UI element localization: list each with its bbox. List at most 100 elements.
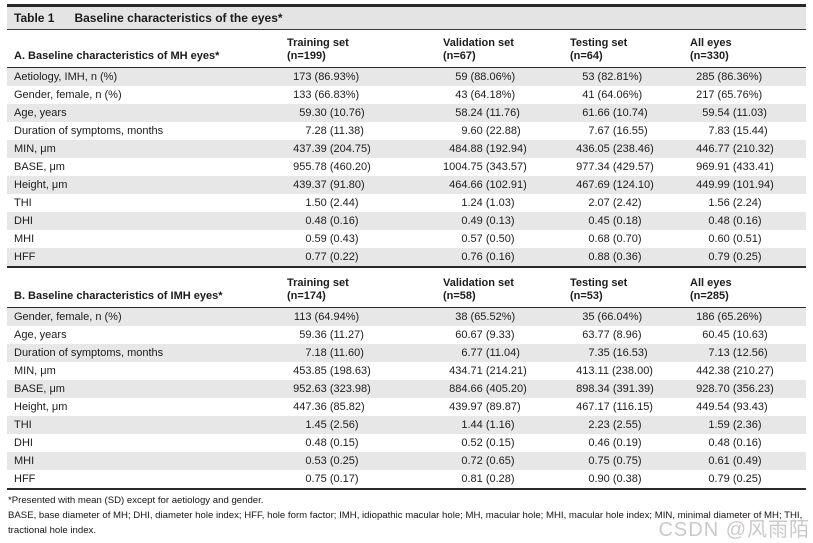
value-integer-part: 0	[461, 473, 468, 485]
column-header: Testing set (n=53)	[570, 266, 690, 308]
column-header-n: (n=64)	[570, 50, 603, 62]
value-rest: .56 (2.24)	[714, 197, 762, 209]
value-rest: (65.76%)	[714, 89, 763, 101]
value-integer-part: 2	[588, 197, 595, 209]
value-rest: .34 (391.39)	[594, 383, 654, 395]
value-integer-part: 453	[293, 365, 312, 377]
value-rest: .97 (89.87)	[467, 401, 521, 413]
value-integer-part: 7	[305, 125, 312, 137]
value-cell: 59.54 (11.03)	[690, 104, 806, 122]
value-cell: 0.48 (0.16)	[690, 212, 806, 230]
row-label: Gender, female, n (%)	[14, 311, 122, 323]
column-header-name: Training set	[287, 37, 349, 49]
table-row: DHI 0.48 (0.15) 0.52 (0.15) 0.46 (0.19) 0.48…	[7, 434, 806, 452]
column-header-name: All eyes	[690, 37, 732, 49]
value-integer-part: 0	[708, 437, 715, 449]
column-header-n: (n=67)	[443, 50, 476, 62]
value-cell: 0.81 (0.28)	[443, 470, 570, 490]
value-integer-part: 35	[582, 311, 595, 323]
value-rest: .72 (0.65)	[467, 455, 515, 467]
column-header: All eyes (n=330)	[690, 30, 806, 68]
section-title: A. Baseline characteristics of MH eyes*	[7, 30, 287, 68]
value-cell: 437.39 (204.75)	[287, 140, 443, 158]
value-integer-part: 439	[449, 401, 468, 413]
value-cell: 0.68 (0.70)	[570, 230, 690, 248]
table-row: Duration of symptoms, months 7.28 (11.38)…	[7, 122, 806, 140]
value-rest: .49 (0.13)	[467, 215, 515, 227]
value-rest: .63 (323.98)	[311, 383, 371, 395]
value-rest: .79 (0.25)	[714, 473, 762, 485]
value-integer-part: 0	[461, 215, 468, 227]
value-cell: 449.99 (101.94)	[690, 176, 806, 194]
column-header-n: (n=199)	[287, 50, 326, 62]
value-cell: 436.05 (238.46)	[570, 140, 690, 158]
value-integer-part: 0	[708, 233, 715, 245]
column-header-n: (n=174)	[287, 290, 326, 302]
value-integer-part: 0	[708, 455, 715, 467]
row-label: MHI	[14, 233, 35, 245]
value-rest: .45 (10.63)	[714, 329, 768, 341]
value-rest: .59 (2.36)	[714, 419, 762, 431]
value-cell: 969.91 (433.41)	[690, 158, 806, 176]
table-row: BASE, μm 952.63 (323.98) 884.66 (405.20) 89…	[7, 380, 806, 398]
value-rest: .60 (22.88)	[467, 125, 521, 137]
value-rest: .37 (91.80)	[311, 179, 365, 191]
value-integer-part: 442	[696, 365, 715, 377]
value-cell: 0.61 (0.49)	[690, 452, 806, 470]
value-rest: .44 (1.16)	[467, 419, 515, 431]
value-rest: .88 (192.94)	[467, 143, 527, 155]
value-rest: .36 (11.27)	[311, 329, 364, 341]
value-cell: 2.23 (2.55)	[570, 416, 690, 434]
value-rest: .13 (12.56)	[714, 347, 768, 359]
value-integer-part: 467	[576, 179, 595, 191]
value-cell: 977.34 (429.57)	[570, 158, 690, 176]
value-integer-part: 0	[708, 473, 715, 485]
value-rest: .48 (0.16)	[714, 437, 762, 449]
table-row: THI 1.50 (2.44) 1.24 (1.03) 2.07 (2.42) 1.56…	[7, 194, 806, 212]
value-rest: .46 (0.19)	[594, 437, 642, 449]
value-rest: .48 (0.15)	[311, 437, 359, 449]
value-integer-part: 2	[588, 419, 595, 431]
row-label: Gender, female, n (%)	[14, 89, 122, 101]
footnote-presentation: *Presented with mean (SD) except for aet…	[8, 495, 264, 506]
value-integer-part: 969	[696, 161, 715, 173]
value-integer-part: 0	[708, 215, 715, 227]
value-cell: 61.66 (10.74)	[570, 104, 690, 122]
value-integer-part: 0	[305, 473, 312, 485]
value-integer-part: 7	[708, 125, 715, 137]
value-cell: 7.18 (11.60)	[287, 344, 443, 362]
value-integer-part: 0	[588, 455, 595, 467]
value-integer-part: 0	[461, 437, 468, 449]
value-cell: 0.90 (0.38)	[570, 470, 690, 490]
value-integer-part: 952	[293, 383, 312, 395]
column-header: Training set (n=199)	[287, 30, 443, 68]
value-rest: .28 (11.38)	[311, 125, 364, 137]
value-rest: .35 (16.53)	[594, 347, 648, 359]
value-cell: 53 (82.81%)	[570, 68, 690, 87]
value-integer-part: 1	[708, 419, 715, 431]
table-row: BASE, μm 955.78 (460.20) 1004.75 (343.57) 9…	[7, 158, 806, 176]
value-integer-part: 7	[305, 347, 312, 359]
value-rest: .54 (11.03)	[714, 107, 767, 119]
value-integer-part: 217	[696, 89, 715, 101]
value-rest: .54 (93.43)	[714, 401, 768, 413]
column-header-n: (n=285)	[690, 290, 729, 302]
value-rest: .48 (0.16)	[714, 215, 762, 227]
value-integer-part: 447	[293, 401, 312, 413]
row-label: Height, μm	[14, 401, 68, 413]
value-integer-part: 1	[305, 197, 312, 209]
value-rest: (86.36%)	[714, 71, 763, 83]
value-integer-part: 0	[461, 233, 468, 245]
value-cell: 38 (65.52%)	[443, 308, 570, 327]
value-integer-part: 436	[576, 143, 595, 155]
table-row: MHI 0.53 (0.25) 0.72 (0.65) 0.75 (0.75) 0.61…	[7, 452, 806, 470]
value-rest: (64.94%)	[311, 311, 360, 323]
value-rest: .75 (0.17)	[311, 473, 359, 485]
value-rest: (66.83%)	[311, 89, 360, 101]
value-cell: 7.83 (15.44)	[690, 122, 806, 140]
value-cell: 453.85 (198.63)	[287, 362, 443, 380]
value-integer-part: 60	[455, 329, 468, 341]
value-rest: .39 (204.75)	[311, 143, 371, 155]
value-rest: .66 (102.91)	[467, 179, 527, 191]
value-integer-part: 449	[696, 401, 715, 413]
